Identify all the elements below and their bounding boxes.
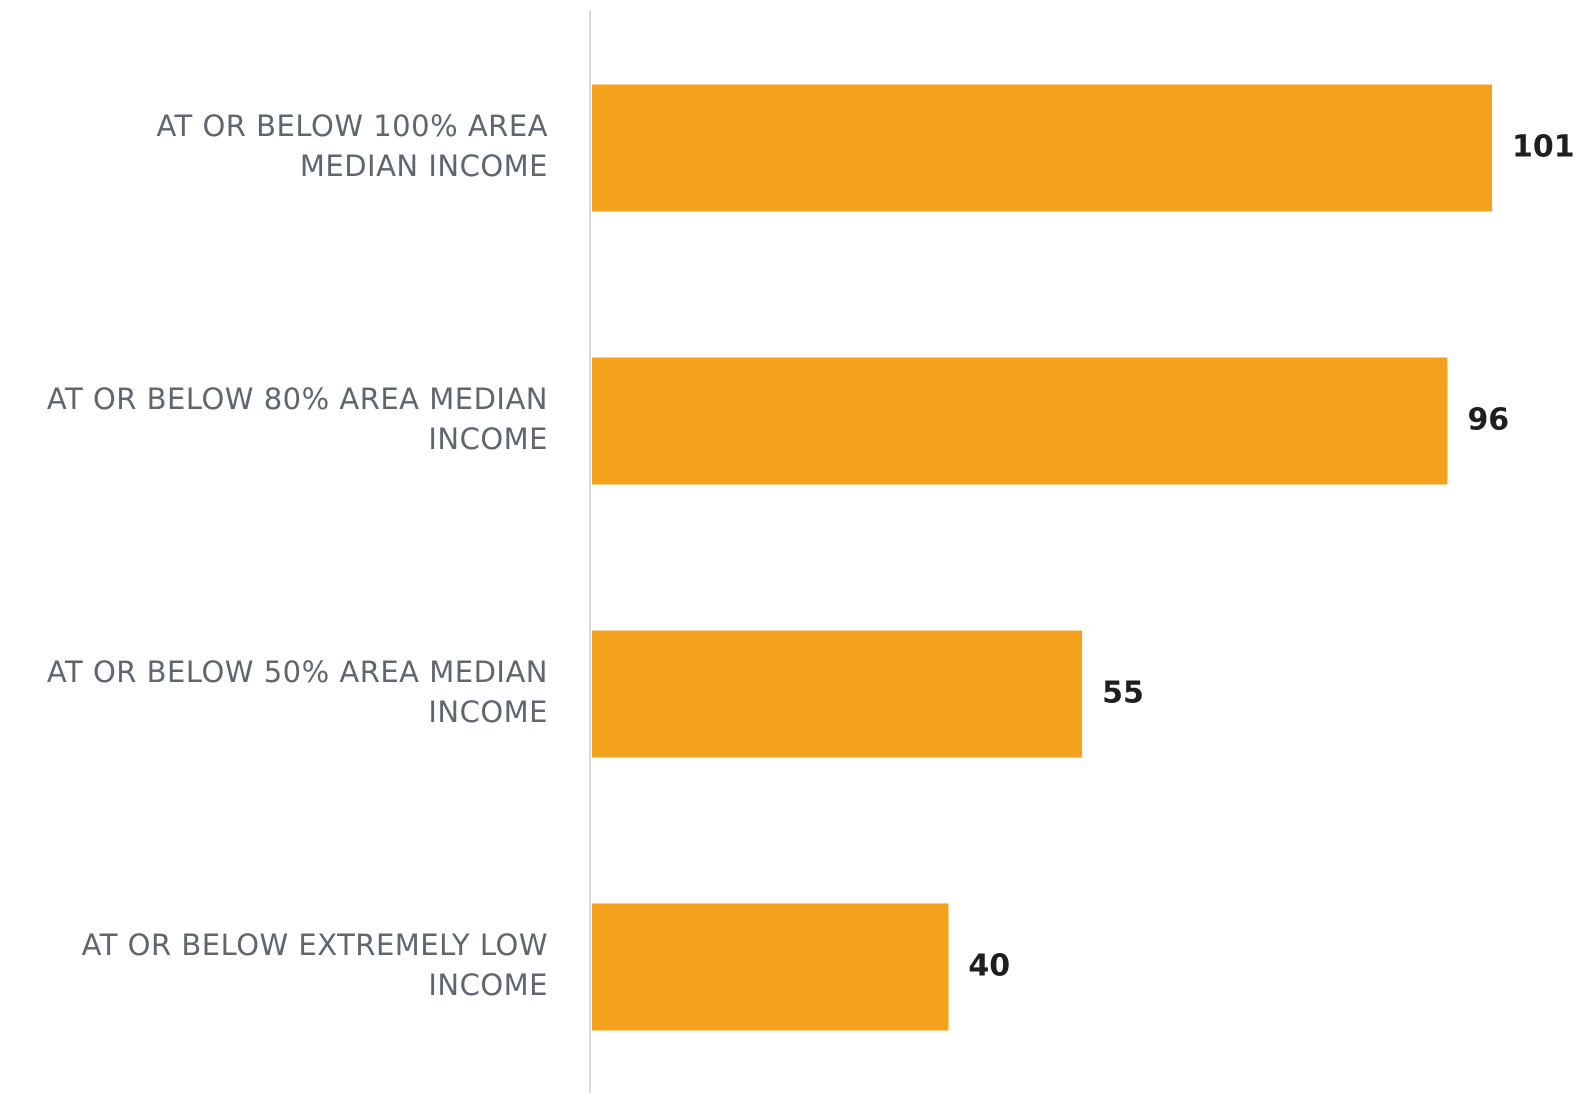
bar-3 (592, 630, 1083, 758)
category-label-line: INCOME (428, 422, 548, 456)
category-label-line: AT OR BELOW 80% AREA MEDIAN (47, 382, 548, 416)
category-label-3: AT OR BELOW 50% AREA MEDIAN INCOME (47, 655, 548, 729)
value-label-2: 96 (1467, 403, 1509, 438)
category-label-line: AT OR BELOW 50% AREA MEDIAN (47, 655, 548, 689)
bars-layer (592, 84, 1492, 1031)
category-label-2: AT OR BELOW 80% AREA MEDIAN INCOME (47, 382, 548, 456)
bar-1 (592, 84, 1492, 212)
category-label-1: AT OR BELOW 100% AREA MEDIAN INCOME (156, 109, 548, 183)
labels-layer: 101 AT OR BELOW 100% AREA MEDIAN INCOME 96 A… (47, 109, 1575, 1002)
category-label-line: AT OR BELOW 100% AREA (156, 109, 548, 143)
category-label-line: INCOME (428, 695, 548, 729)
category-label-4: AT OR BELOW EXTREMELY LOW INCOME (82, 928, 548, 1002)
category-label-line: MEDIAN INCOME (300, 149, 548, 183)
bar-2 (592, 357, 1448, 485)
value-label-4: 40 (968, 949, 1010, 984)
category-label-line: AT OR BELOW EXTREMELY LOW (82, 928, 548, 962)
bar-4 (592, 903, 949, 1031)
value-label-1: 101 (1512, 130, 1575, 165)
category-label-line: INCOME (428, 968, 548, 1002)
value-label-3: 55 (1102, 676, 1144, 711)
